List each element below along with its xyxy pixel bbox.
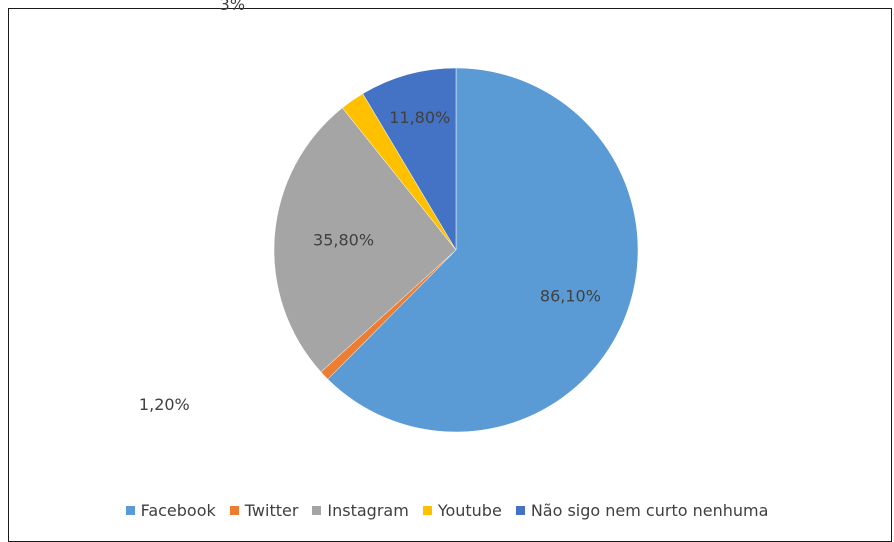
data-label-twitter: 1,20% <box>139 395 190 414</box>
pie-slice-n-o-sigo-nem-curto-nenhuma <box>362 67 457 251</box>
legend-item-twitter: Twitter <box>229 500 299 520</box>
legend-item-instagram: Instagram <box>312 500 409 520</box>
legend-label: Não sigo nem curto nenhuma <box>530 500 769 520</box>
legend-label: Twitter <box>244 500 299 520</box>
legend-label: Youtube <box>437 500 502 520</box>
data-label-facebook: 86,10% <box>540 287 601 306</box>
legend-item-n-o-sigo-nem-curto-nenhuma: Não sigo nem curto nenhuma <box>515 500 769 520</box>
legend: Facebook Twitter Instagram Youtube Não sigo … <box>0 497 894 523</box>
legend-swatch <box>422 505 432 515</box>
pie-slices <box>273 67 639 433</box>
pie-data-labels: 86,10% 1,20% 35,80% 3% 11,80% <box>139 0 601 414</box>
legend-swatch <box>515 505 525 515</box>
legend-swatch <box>312 505 322 515</box>
legend-label: Facebook <box>140 500 216 520</box>
legend-swatch <box>229 505 239 515</box>
data-label-instagram: 35,80% <box>313 230 374 249</box>
data-label-youtube: 3% <box>220 0 245 14</box>
legend-item-youtube: Youtube <box>422 500 502 520</box>
legend-swatch <box>125 505 135 515</box>
data-label-n-o-sigo-nem-curto-nenhuma: 11,80% <box>389 108 450 127</box>
pie-slice-instagram <box>273 107 457 373</box>
legend-item-facebook: Facebook <box>125 500 216 520</box>
legend-label: Instagram <box>327 500 409 520</box>
pie-slice-facebook <box>327 67 639 433</box>
